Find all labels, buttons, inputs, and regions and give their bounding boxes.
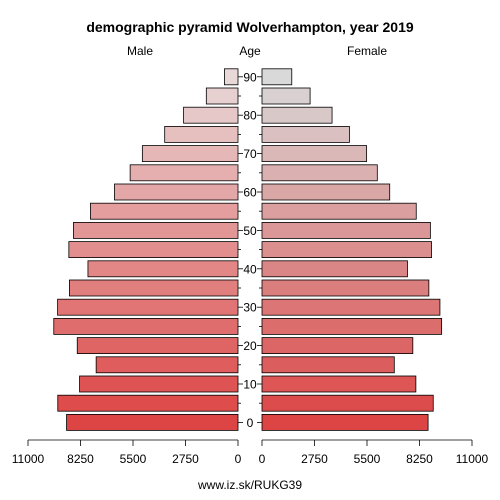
age-tick-label: 90 <box>243 70 257 84</box>
x-tick-label-female: 8250 <box>406 452 433 466</box>
female-bar-5-9 <box>261 394 434 412</box>
female-bar-0-4 <box>261 413 429 431</box>
female-bar-65-69 <box>261 164 378 182</box>
female-label: Female <box>347 44 387 58</box>
male-label: Male <box>127 44 153 58</box>
male-bar-15-19 <box>95 356 239 374</box>
age-tick-label: 20 <box>243 339 257 353</box>
female-bar-15-19 <box>261 356 395 374</box>
male-bar-65-69 <box>129 164 239 182</box>
x-tick-label-male: 0 <box>235 452 242 466</box>
female-bar-50-54 <box>261 221 431 239</box>
male-bar-60-64 <box>114 183 239 201</box>
male-bar-85-89 <box>205 87 239 105</box>
chart-title: demographic pyramid Wolverhampton, year … <box>86 19 414 35</box>
male-bar-70-74 <box>141 145 239 163</box>
female-bar-35-39 <box>261 279 430 297</box>
female-bar-90+ <box>261 68 293 86</box>
x-tick-label-female: 11000 <box>456 452 489 466</box>
male-bar-30-34 <box>57 298 239 316</box>
age-tick-label: 10 <box>243 378 257 392</box>
female-bar-85-89 <box>261 87 311 105</box>
x-tick-label-female: 2750 <box>301 452 328 466</box>
age-tick-label: 30 <box>243 301 257 315</box>
x-tick-label-male: 8250 <box>67 452 94 466</box>
source-footer: www.iz.sk/RUKG39 <box>197 478 302 492</box>
x-tick-label-male: 2750 <box>172 452 199 466</box>
male-bar-40-44 <box>87 260 239 278</box>
male-bar-20-24 <box>76 337 239 355</box>
male-bar-90+ <box>224 68 239 86</box>
male-bar-75-79 <box>164 126 239 143</box>
x-tick-label-female: 5500 <box>354 452 381 466</box>
female-bar-80-84 <box>261 106 333 124</box>
age-tick-label: 60 <box>243 186 257 200</box>
male-bar-45-49 <box>68 241 239 259</box>
female-bar-20-24 <box>261 337 414 355</box>
axes: 0 10 20 30 40 50 60 70 80 90 11000 8250 5500 2750 0 0 27… <box>12 70 489 466</box>
female-bar-40-44 <box>261 260 408 278</box>
age-tick-label: 40 <box>243 262 257 276</box>
male-bar-10-14 <box>79 375 239 393</box>
female-bar-55-59 <box>261 202 417 220</box>
male-bar-25-29 <box>53 317 239 335</box>
female-bars <box>261 68 443 431</box>
male-bars <box>53 68 239 431</box>
age-tick-label: 50 <box>243 224 257 238</box>
female-bar-10-14 <box>261 375 417 393</box>
age-tick-label: 0 <box>247 416 254 430</box>
male-bar-5-9 <box>57 394 239 412</box>
male-bar-55-59 <box>90 202 239 220</box>
male-bar-50-54 <box>73 221 239 239</box>
male-bar-80-84 <box>183 106 239 124</box>
female-bar-70-74 <box>261 145 368 163</box>
female-bar-60-64 <box>261 183 391 201</box>
female-bar-25-29 <box>261 317 443 335</box>
age-tick-label: 80 <box>243 109 257 123</box>
x-tick-label-female: 0 <box>259 452 266 466</box>
x-tick-label-male: 11000 <box>12 452 45 466</box>
female-bar-45-49 <box>261 241 432 259</box>
x-tick-label-male: 5500 <box>120 452 147 466</box>
female-bar-75-79 <box>261 126 350 143</box>
male-bar-35-39 <box>69 279 239 297</box>
age-tick-label: 70 <box>243 147 257 161</box>
female-bar-30-34 <box>261 298 441 316</box>
male-bar-0-4 <box>66 413 239 431</box>
age-label: Age <box>239 44 261 58</box>
